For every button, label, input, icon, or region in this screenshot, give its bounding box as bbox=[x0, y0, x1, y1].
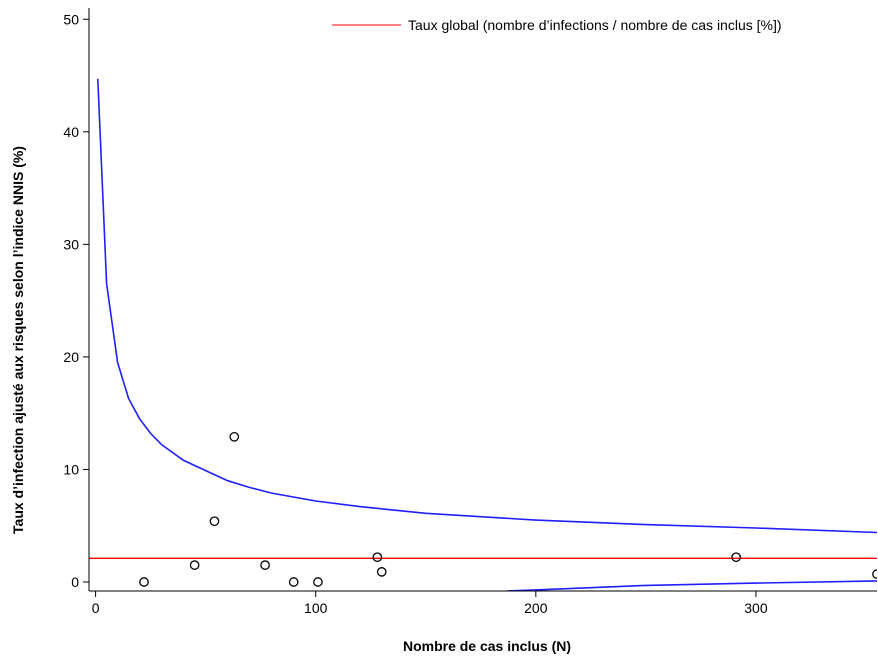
x-tick-label-200: 200 bbox=[524, 600, 548, 616]
data-point-8 bbox=[372, 552, 383, 563]
y-tick-label-20: 20 bbox=[63, 349, 79, 365]
y-tick-label-40: 40 bbox=[63, 124, 79, 140]
data-point-11 bbox=[872, 569, 877, 579]
axes: 0 100 200 300 0 10 20 30 40 50 bbox=[63, 8, 877, 616]
data-point-3 bbox=[209, 516, 220, 527]
y-axis-label: Taux d’infection ajusté aux risques selo… bbox=[10, 146, 26, 534]
x-tick-label-100: 100 bbox=[304, 600, 328, 616]
y-tick-label-0: 0 bbox=[71, 574, 79, 590]
data-point-5 bbox=[260, 560, 270, 570]
data-point-2 bbox=[189, 560, 200, 570]
data-point-6 bbox=[288, 577, 299, 587]
data-point-1 bbox=[139, 577, 149, 587]
upper-control-limit bbox=[97, 78, 877, 534]
y-tick-label-10: 10 bbox=[63, 461, 79, 477]
x-tick-label-0: 0 bbox=[92, 600, 100, 616]
data-point-9 bbox=[376, 567, 387, 577]
legend-label-global-rate: Taux global (nombre d’infections / nombr… bbox=[408, 17, 782, 33]
y-tick-label-50: 50 bbox=[63, 11, 79, 27]
y-tick-label-30: 30 bbox=[63, 236, 79, 252]
data-point-10 bbox=[731, 552, 741, 563]
legend: Taux global (nombre d’infections / nombr… bbox=[332, 17, 782, 33]
plot-area bbox=[89, 78, 877, 591]
data-point-4 bbox=[229, 431, 240, 442]
x-axis-label: Nombre de cas inclus (N) bbox=[403, 638, 571, 654]
data-point-7 bbox=[313, 577, 323, 587]
x-tick-label-300: 300 bbox=[744, 600, 768, 616]
lower-control-limit bbox=[507, 580, 877, 591]
